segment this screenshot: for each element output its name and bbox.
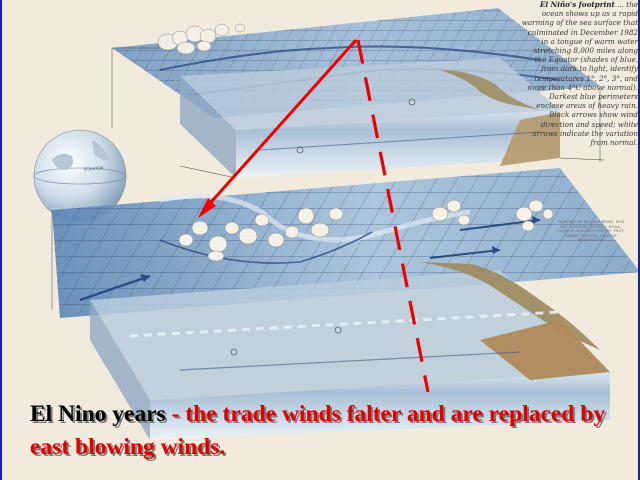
left-edge-bar bbox=[0, 0, 2, 480]
slide-caption: El Nino years - the trade winds falter a… bbox=[30, 398, 630, 464]
illustration-credit: PAINTING BY WILLIAM BOND, NGS ART DIVISI… bbox=[557, 220, 625, 243]
sidebar-title: El Niño's footprint bbox=[539, 0, 615, 9]
upper-cloud-cluster bbox=[157, 23, 246, 55]
globe bbox=[33, 129, 127, 223]
lower-ocean-block bbox=[90, 262, 610, 440]
caption-description: - the trade winds falter and are replace… bbox=[30, 401, 606, 460]
caption-highlight: El Nino years bbox=[30, 401, 166, 427]
right-edge-bar bbox=[638, 0, 640, 480]
red-dashed-line bbox=[356, 39, 430, 393]
red-pointer-arrow bbox=[198, 39, 358, 218]
sidebar-description: El Niño's footprint ... the ocean shows … bbox=[520, 0, 638, 147]
middle-cloud-cluster bbox=[178, 199, 554, 262]
sidebar-body: ... the ocean shows up as a rapid warmin… bbox=[521, 0, 638, 148]
